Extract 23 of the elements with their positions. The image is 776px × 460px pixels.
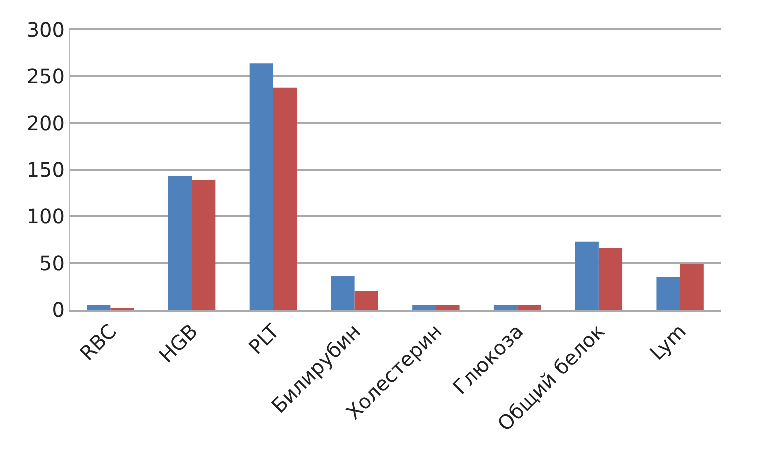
bar [656,277,680,310]
bar [273,88,298,310]
bar [575,242,599,310]
bar [412,305,436,310]
bar [518,305,542,310]
y-tick-label: 0 [52,298,65,322]
bar [598,248,623,310]
bar [250,64,274,310]
bar [168,176,192,310]
y-tick-label: 150 [26,158,65,182]
y-tick-label: 50 [40,251,65,276]
bar [354,291,378,310]
y-tick-label: 300 [26,18,65,42]
bar [680,264,704,310]
bar [192,180,216,310]
bar [87,305,111,310]
y-tick-label: 200 [26,111,65,136]
y-tick-label: 100 [26,204,65,229]
y-tick-label: 250 [26,64,65,89]
bar [494,305,518,310]
x-tick-label: Lym [645,319,691,366]
bar [436,305,460,310]
bar [331,276,355,310]
